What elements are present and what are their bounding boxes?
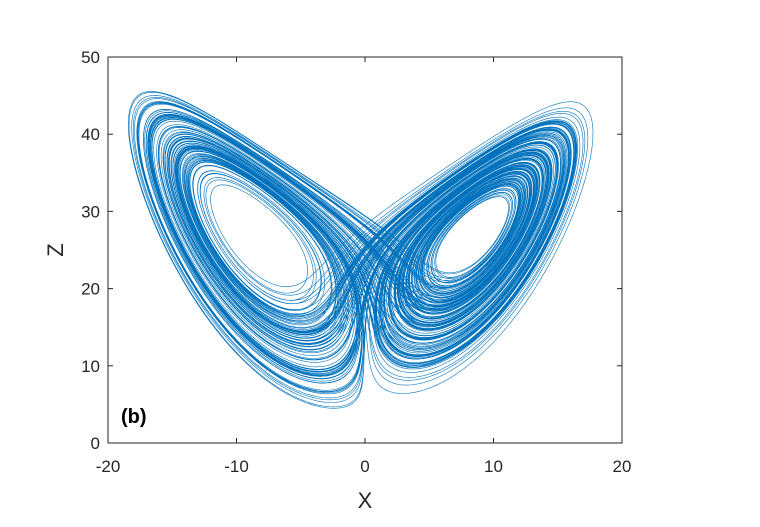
x-tick-label: 0 bbox=[360, 457, 369, 476]
y-tick-label: 50 bbox=[81, 48, 100, 67]
trajectory-line bbox=[127, 91, 594, 409]
x-tick-label: 20 bbox=[613, 457, 632, 476]
trajectory-layer bbox=[127, 91, 594, 409]
y-tick-label: 40 bbox=[81, 125, 100, 144]
y-tick-label: 20 bbox=[81, 280, 100, 299]
y-tick-label: 10 bbox=[81, 357, 100, 376]
x-tick-label: 10 bbox=[484, 457, 503, 476]
y-tick-label: 0 bbox=[91, 434, 100, 453]
y-axis-label: Z bbox=[43, 243, 68, 256]
tick-layer: -20 -10 0 10 20 0 10 20 30 40 50 bbox=[81, 48, 631, 476]
x-tick-label: -20 bbox=[96, 457, 121, 476]
panel-label: (b) bbox=[121, 406, 147, 428]
x-tick-label: -10 bbox=[224, 457, 249, 476]
x-axis-label: X bbox=[358, 488, 373, 513]
y-tick-label: 30 bbox=[81, 202, 100, 221]
